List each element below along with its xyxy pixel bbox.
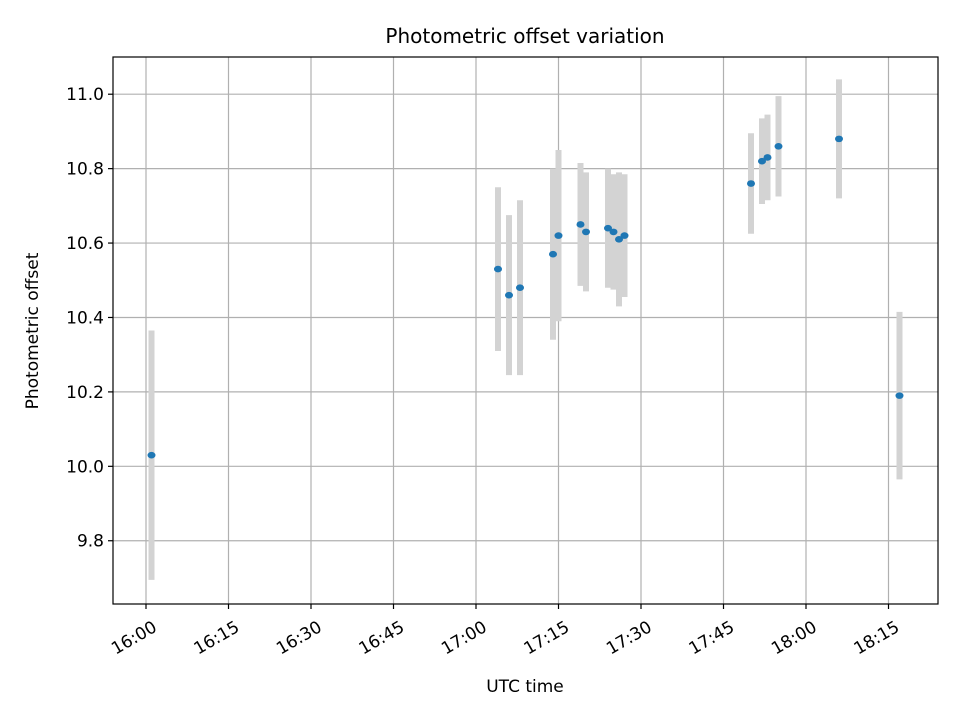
chart-title: Photometric offset variation	[385, 24, 664, 48]
x-tick-label: 16:00	[108, 617, 160, 659]
data-point	[554, 232, 563, 239]
y-tick-label: 10.6	[66, 234, 104, 254]
plot-frame	[112, 56, 939, 605]
x-tick-label: 18:15	[851, 617, 903, 659]
x-tick-label: 17:00	[438, 617, 490, 659]
data-point	[576, 221, 585, 228]
data-point	[494, 265, 502, 273]
x-tick-label: 17:30	[603, 617, 655, 659]
x-axis-title: UTC time	[486, 677, 564, 697]
data-point	[549, 250, 557, 258]
y-tick-label: 10.2	[66, 383, 104, 403]
y-tick-label: 10.8	[66, 160, 104, 180]
data-point	[505, 291, 513, 299]
data-point	[747, 180, 755, 187]
data-point	[620, 232, 629, 239]
data-points	[147, 135, 904, 459]
x-tick-label: 16:30	[273, 617, 325, 659]
x-axis-ticks: 16:00 16:15 16:30 16:45 17:00 17:15 17:30 17:45…	[108, 604, 903, 659]
data-point	[615, 236, 623, 243]
data-point	[582, 228, 590, 236]
x-tick-label: 17:15	[521, 617, 573, 659]
data-point	[516, 284, 524, 292]
data-point	[758, 157, 766, 165]
x-tick-label: 17:45	[686, 617, 738, 659]
data-point	[763, 154, 772, 161]
y-axis-ticks: 9.8 10.0 10.2 10.4 10.6 10.8 11.0	[66, 85, 113, 552]
data-point	[895, 392, 904, 399]
y-tick-label: 11.0	[66, 85, 104, 105]
data-point	[774, 143, 783, 150]
data-point	[147, 451, 156, 459]
data-point	[604, 224, 612, 232]
x-tick-label: 16:45	[356, 617, 408, 659]
y-axis-title: Photometric offset	[23, 252, 43, 409]
y-tick-label: 10.0	[66, 457, 104, 477]
data-point	[835, 135, 843, 143]
x-tick-label: 16:15	[191, 617, 243, 659]
x-tick-label: 18:00	[768, 617, 820, 659]
y-tick-label: 10.4	[66, 308, 104, 328]
y-tick-label: 9.8	[77, 532, 104, 552]
data-point	[609, 228, 618, 236]
error-bars	[148, 79, 903, 580]
grid	[113, 57, 938, 604]
